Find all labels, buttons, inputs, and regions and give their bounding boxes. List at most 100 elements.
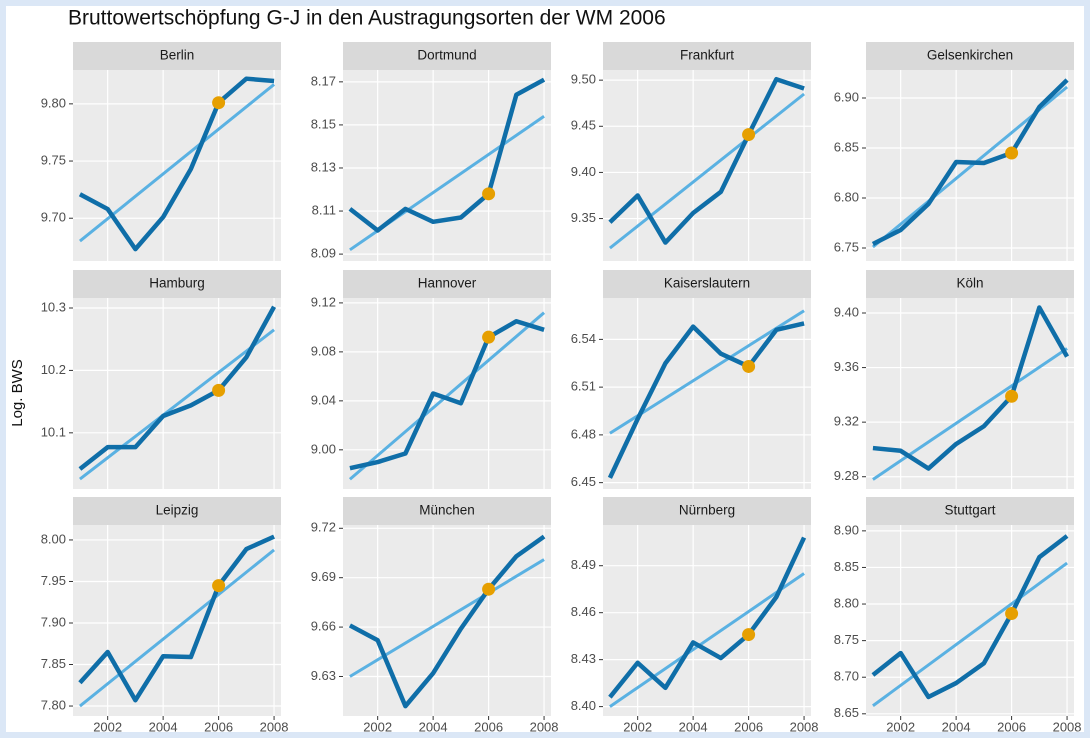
y-tick-label: 6.45 xyxy=(571,474,596,489)
data-line xyxy=(78,534,275,703)
trend-line xyxy=(609,92,805,250)
plot-background xyxy=(73,70,281,261)
x-tick-label: 2006 xyxy=(474,719,503,734)
panel-title: Frankfurt xyxy=(680,48,734,63)
highlight-point xyxy=(482,187,496,201)
x-tick-label: 2002 xyxy=(886,719,915,734)
y-tick-label: 10.1 xyxy=(41,424,66,439)
y-tick-label: 9.70 xyxy=(41,210,66,225)
y-tick-label: 8.15 xyxy=(311,116,336,131)
strip xyxy=(343,42,551,70)
strip xyxy=(603,42,811,70)
y-axis-label: Log. BWS xyxy=(9,359,26,427)
x-tick-label: 2004 xyxy=(419,719,448,734)
trend-line xyxy=(609,572,805,708)
data-line xyxy=(871,534,1069,700)
plot-background xyxy=(603,70,811,261)
data-line xyxy=(348,77,546,233)
y-tick-label: 9.45 xyxy=(571,118,596,133)
x-tick-label: 2008 xyxy=(1053,719,1082,734)
y-tick-label: 9.32 xyxy=(834,414,859,429)
y-tick-label: 8.00 xyxy=(41,531,66,546)
panel-title: Berlin xyxy=(160,48,195,63)
trend-line xyxy=(78,548,276,708)
y-tick-label: 8.46 xyxy=(571,604,596,619)
y-tick-label: 6.54 xyxy=(571,331,596,346)
y-tick-label: 9.00 xyxy=(311,441,336,456)
y-tick-label: 8.80 xyxy=(834,595,859,610)
y-tick-label: 9.08 xyxy=(311,343,336,358)
y-tick-label: 9.36 xyxy=(834,359,859,374)
highlight-point xyxy=(212,383,226,397)
data-line xyxy=(872,305,1070,471)
plot-background xyxy=(866,298,1074,489)
x-tick-label: 2004 xyxy=(149,719,178,734)
y-tick-label: 8.09 xyxy=(311,246,336,261)
y-tick-label: 9.69 xyxy=(311,569,336,584)
strip xyxy=(343,497,551,525)
y-tick-label: 6.90 xyxy=(834,89,859,104)
panel-title: Gelsenkirchen xyxy=(927,48,1013,63)
data-line xyxy=(607,321,805,479)
y-tick-label: 9.80 xyxy=(41,95,66,110)
y-tick-label: 8.75 xyxy=(834,632,859,647)
strip xyxy=(343,270,551,298)
trend-line xyxy=(872,561,1068,707)
y-tick-label: 6.51 xyxy=(571,379,596,394)
x-tick-label: 2004 xyxy=(942,719,971,734)
plot-background xyxy=(603,525,811,716)
highlight-point xyxy=(742,628,756,642)
y-tick-label: 9.04 xyxy=(311,392,336,407)
highlight-point xyxy=(1005,607,1019,621)
y-tick-label: 7.80 xyxy=(41,697,66,712)
y-tick-label: 9.12 xyxy=(311,294,336,309)
data-line xyxy=(348,534,546,709)
highlight-point xyxy=(482,330,496,344)
y-tick-label: 9.35 xyxy=(571,210,596,225)
data-line xyxy=(608,536,807,699)
strip xyxy=(73,497,281,525)
panel-title: Stuttgart xyxy=(944,503,995,518)
data-line xyxy=(78,76,275,252)
trend-line xyxy=(348,311,546,481)
highlight-point xyxy=(212,96,226,110)
y-tick-label: 6.80 xyxy=(834,189,859,204)
highlight-point xyxy=(742,359,756,373)
y-tick-label: 8.65 xyxy=(834,705,859,720)
y-tick-label: 9.40 xyxy=(571,164,596,179)
y-tick-label: 9.72 xyxy=(311,520,336,535)
y-tick-label: 9.75 xyxy=(41,152,66,167)
panel-title: Kaiserslautern xyxy=(664,276,750,291)
data-line xyxy=(608,76,805,245)
x-tick-label: 2006 xyxy=(997,719,1026,734)
data-line xyxy=(349,319,545,471)
y-tick-label: 7.85 xyxy=(41,656,66,671)
highlight-point xyxy=(212,579,226,593)
y-tick-label: 8.90 xyxy=(834,522,859,537)
data-line xyxy=(871,78,1069,247)
panel-title: Dortmund xyxy=(417,48,476,63)
x-tick-label: 2002 xyxy=(623,719,652,734)
y-tick-label: 8.11 xyxy=(312,202,336,217)
x-tick-label: 2008 xyxy=(790,719,819,734)
y-tick-label: 6.75 xyxy=(834,239,859,254)
x-tick-label: 2008 xyxy=(260,719,289,734)
data-line xyxy=(78,305,277,471)
x-tick-label: 2006 xyxy=(204,719,233,734)
y-tick-label: 9.40 xyxy=(834,304,859,319)
strip xyxy=(603,497,811,525)
y-tick-label: 7.95 xyxy=(41,573,66,588)
y-tick-label: 8.49 xyxy=(571,557,596,572)
y-tick-label: 6.85 xyxy=(834,139,859,154)
y-tick-label: 7.90 xyxy=(41,614,66,629)
panel-title: Hannover xyxy=(418,276,477,291)
highlight-point xyxy=(482,582,496,596)
y-tick-label: 9.66 xyxy=(311,619,336,634)
x-tick-label: 2006 xyxy=(734,719,763,734)
highlight-point xyxy=(1005,146,1019,160)
x-tick-label: 2008 xyxy=(530,719,559,734)
y-tick-label: 10.3 xyxy=(41,299,66,314)
y-tick-label: 9.50 xyxy=(571,72,596,87)
